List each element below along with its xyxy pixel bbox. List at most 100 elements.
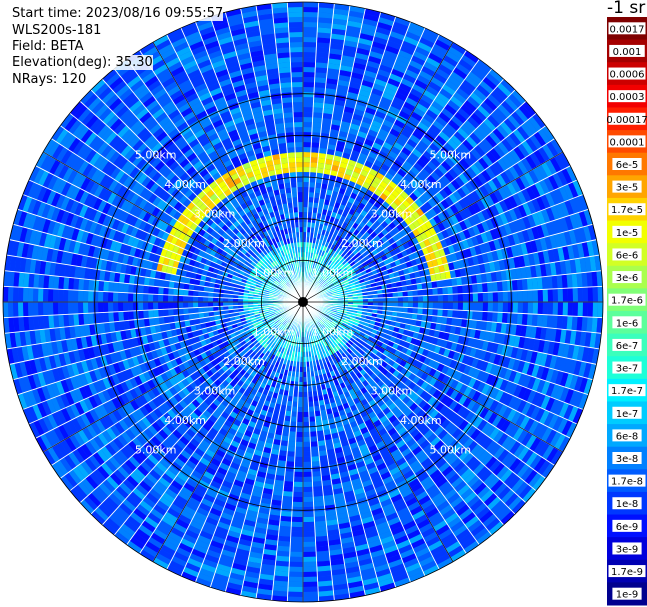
range-gate (312, 207, 318, 214)
range-gate (303, 67, 316, 73)
range-gate (557, 288, 563, 302)
range-gate (571, 243, 580, 259)
range-gate (418, 70, 433, 82)
range-gate (329, 48, 343, 56)
range-gate (303, 476, 313, 482)
range-gate (510, 323, 517, 336)
range-gate (303, 551, 317, 557)
range-gate (409, 324, 416, 332)
range-gate (573, 196, 584, 213)
range-gate (479, 80, 494, 94)
range-gate (574, 330, 582, 346)
range-gate (522, 374, 532, 389)
range-gate (460, 123, 473, 136)
range-gate (438, 63, 453, 76)
range-gate (352, 113, 364, 122)
range-gate (432, 233, 441, 244)
range-gate (444, 270, 452, 280)
range-gate (399, 45, 415, 56)
range-gate (439, 88, 453, 100)
range-gate (312, 202, 319, 209)
range-gate (461, 318, 468, 328)
range-gate (447, 168, 459, 180)
range-gate (368, 50, 384, 60)
range-gate (369, 238, 377, 246)
range-gate (597, 302, 603, 318)
range-gate (526, 362, 535, 377)
range-gate (564, 215, 574, 231)
range-gate (476, 254, 484, 265)
range-gate (318, 198, 325, 205)
range-gate (338, 249, 344, 256)
range-gate (341, 277, 348, 282)
range-gate (319, 142, 329, 149)
range-gate (339, 161, 348, 169)
range-gate (400, 190, 410, 200)
range-gate (430, 171, 441, 182)
range-gate (542, 144, 555, 160)
range-gate (333, 245, 339, 252)
range-gate (423, 178, 434, 189)
range-gate (496, 343, 504, 356)
range-gate (394, 206, 404, 216)
range-gate (335, 253, 341, 260)
range-gate (466, 193, 477, 205)
range-gate (501, 280, 508, 292)
range-gate (486, 282, 493, 293)
range-gate (461, 239, 470, 250)
range-gate (401, 262, 408, 270)
range-gate (396, 264, 403, 272)
range-gate (426, 335, 434, 344)
range-gate (371, 163, 381, 173)
range-gate (356, 157, 367, 165)
range-gate (527, 289, 533, 302)
range-gate (447, 302, 453, 310)
range-gate (473, 160, 486, 173)
range-gate (445, 206, 455, 217)
range-gate (431, 315, 438, 324)
range-gate (303, 212, 308, 218)
range-gate (450, 71, 465, 84)
range-gate (569, 330, 577, 346)
range-gate (508, 257, 516, 270)
range-gate (558, 357, 568, 372)
range-gate (589, 255, 597, 272)
range-gate (556, 274, 563, 289)
range-gate (401, 146, 412, 157)
range-gate (542, 302, 548, 315)
range-gate (449, 325, 457, 335)
range-gate (366, 234, 374, 242)
range-gate (314, 77, 327, 84)
range-gate (467, 284, 473, 294)
range-gate (293, 476, 303, 482)
range-gate (420, 320, 427, 328)
range-gate (476, 172, 488, 185)
range-gate (542, 340, 550, 354)
range-gate (532, 302, 538, 315)
range-gate (343, 253, 349, 260)
range-gate (303, 112, 313, 118)
range-gate (493, 144, 506, 158)
range-gate (457, 107, 471, 120)
range-gate (540, 263, 547, 277)
range-gate (303, 456, 312, 462)
range-gate (514, 107, 529, 123)
range-gate (545, 221, 555, 237)
range-gate (409, 192, 419, 202)
range-gate (392, 297, 398, 302)
range-gate (440, 355, 448, 366)
range-gate (562, 302, 568, 316)
range-gate (290, 416, 297, 422)
range-gate (303, 466, 312, 472)
range-gate (303, 177, 310, 183)
range-gate (418, 269, 426, 278)
range-gate (303, 162, 311, 168)
range-gate (363, 264, 370, 271)
range-gate (397, 296, 403, 302)
range-gate (450, 342, 458, 352)
range-gate (485, 230, 494, 242)
range-gate (458, 230, 467, 242)
range-gate (552, 341, 560, 357)
range-gate (316, 430, 325, 437)
range-gate (372, 115, 385, 124)
